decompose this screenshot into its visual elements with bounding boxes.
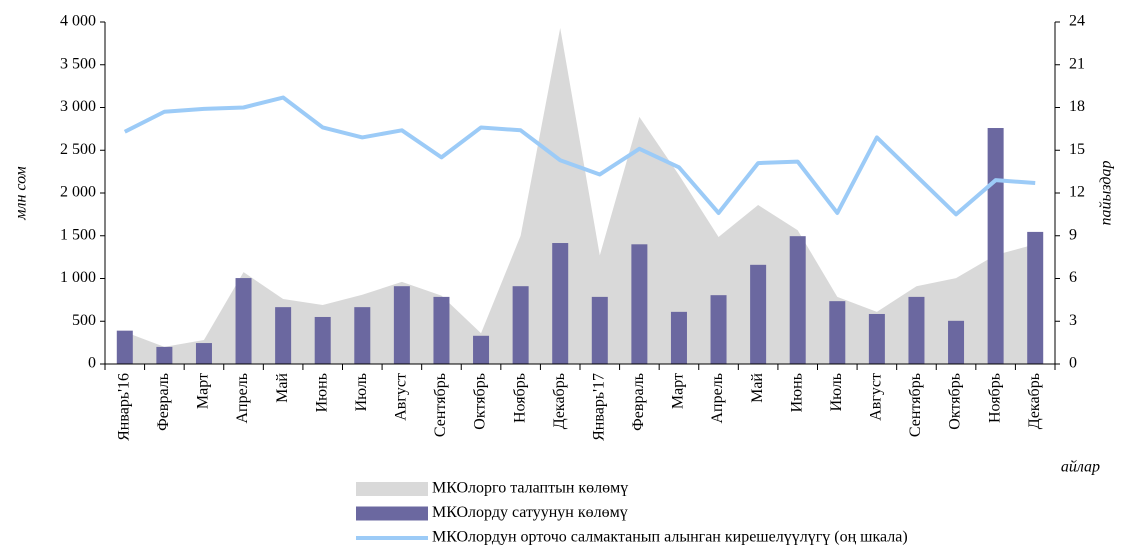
- bar: [631, 244, 648, 364]
- x-tick-label: Июнь: [313, 373, 330, 412]
- y-axis-label: млн сом: [13, 166, 30, 220]
- bar: [789, 236, 806, 364]
- bar: [710, 295, 727, 364]
- bar: [195, 343, 212, 364]
- bar: [868, 313, 885, 364]
- bar: [473, 335, 490, 364]
- bar: [512, 286, 529, 364]
- x-tick-label: Октябрь: [472, 373, 489, 430]
- x-tick-label: Ноябрь: [986, 373, 1003, 423]
- x-tick-label: Август: [393, 373, 410, 421]
- y-tick-label: 2 000: [60, 184, 96, 201]
- y2-tick-label: 24: [1069, 13, 1085, 30]
- legend-label: МКОлордун орточо салмактанып алынган кир…: [432, 529, 908, 546]
- y-tick-label: 1 500: [60, 226, 96, 243]
- x-axis-label: айлар: [1061, 459, 1100, 476]
- x-tick-label: Декабрь: [1026, 373, 1043, 429]
- x-tick-label: Февраль: [630, 373, 647, 431]
- x-tick-label: Сентябрь: [907, 373, 924, 437]
- x-tick-label: Июль: [828, 373, 845, 411]
- y2-tick-label: 0: [1069, 355, 1077, 372]
- x-tick-label: Март: [670, 373, 687, 409]
- x-tick-label: Декабрь: [551, 373, 568, 429]
- x-tick-label: Май: [749, 373, 766, 403]
- bar: [1027, 231, 1044, 364]
- bar: [552, 243, 569, 364]
- bar: [591, 296, 608, 364]
- x-tick-label: Май: [274, 373, 291, 403]
- y-tick-label: 1 000: [60, 269, 96, 286]
- y2-tick-label: 3: [1069, 312, 1077, 329]
- x-tick-label: Март: [195, 373, 212, 409]
- bar: [354, 307, 371, 364]
- line: [123, 95, 1036, 217]
- area: [124, 27, 1036, 365]
- x-tick-label: Апрель: [709, 373, 726, 424]
- x-tick-label: Июнь: [788, 373, 805, 412]
- bar: [948, 320, 965, 364]
- y2-tick-label: 6: [1069, 269, 1077, 286]
- bar: [156, 346, 173, 364]
- y2-tick-label: 12: [1069, 184, 1085, 201]
- y2-tick-label: 21: [1069, 55, 1085, 72]
- x-tick-label: Февраль: [155, 373, 172, 431]
- y2-axis-label: пайыздар: [1098, 161, 1115, 226]
- x-tick-label: Сентябрь: [432, 373, 449, 437]
- y2-tick-label: 9: [1069, 226, 1077, 243]
- legend-swatch: [356, 482, 428, 496]
- legend-label: МКОлорго талаптын көлөмү: [432, 480, 628, 497]
- y-tick-label: 500: [72, 312, 96, 329]
- y2-tick-label: 15: [1069, 141, 1085, 158]
- bar: [670, 311, 687, 364]
- bar: [829, 301, 846, 364]
- bar: [116, 330, 133, 364]
- x-tick-label: Август: [868, 373, 885, 421]
- bar: [235, 278, 252, 364]
- x-tick-label: Июль: [353, 373, 370, 411]
- y-tick-label: 3 500: [60, 55, 96, 72]
- x-tick-label: Октябрь: [947, 373, 964, 430]
- y-tick-label: 4 000: [60, 13, 96, 30]
- bar: [750, 264, 767, 364]
- y-tick-label: 2 500: [60, 141, 96, 158]
- y-tick-label: 0: [88, 355, 96, 372]
- bar: [275, 307, 292, 364]
- bar: [433, 296, 450, 364]
- x-tick-label: Январь'16: [115, 373, 132, 441]
- x-tick-label: Ноябрь: [511, 373, 528, 423]
- y-tick-label: 3 000: [60, 98, 96, 115]
- legend-label: МКОлорду сатуунун көлөмү: [432, 504, 628, 521]
- bar: [393, 286, 410, 364]
- legend-swatch: [356, 506, 428, 521]
- y2-tick-label: 18: [1069, 98, 1085, 115]
- x-tick-label: Январь'17: [590, 373, 607, 441]
- bar: [314, 316, 331, 364]
- x-tick-label: Апрель: [234, 373, 251, 424]
- bar: [908, 296, 925, 364]
- bar: [987, 128, 1004, 364]
